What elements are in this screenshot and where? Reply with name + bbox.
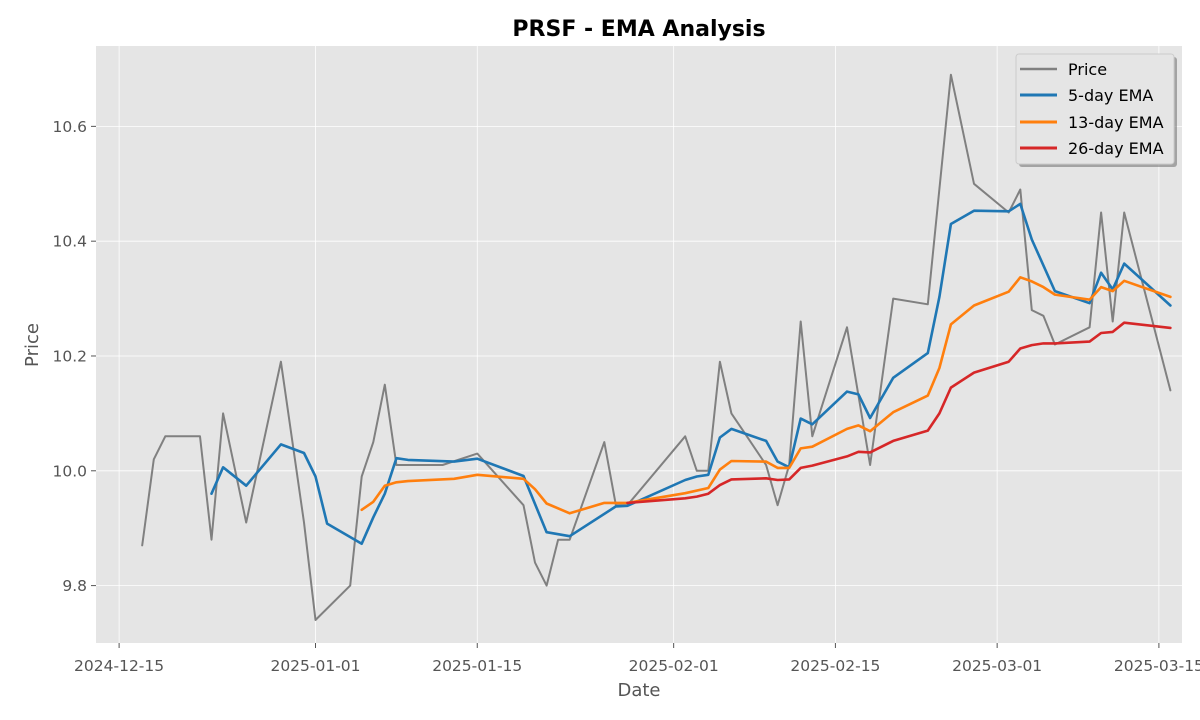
- legend-label-price: Price: [1068, 60, 1107, 79]
- x-tick-label: 2024-12-15: [74, 657, 164, 675]
- legend: Price 5-day EMA 13-day EMA 26-day EMA: [1015, 53, 1177, 167]
- ema-13-line: [360, 275, 1172, 515]
- legend-box: [1015, 53, 1175, 165]
- y-axis-ticks: 9.8 10.0 10.2 10.4 10.6: [52, 118, 96, 595]
- chart-title: PRSF - EMA Analysis: [512, 17, 765, 42]
- y-axis-label: Price: [22, 323, 43, 367]
- x-tick-label: 2025-01-15: [432, 657, 522, 675]
- ema-26-line: [626, 321, 1172, 505]
- legend-label-ema13: 13-day EMA: [1068, 113, 1164, 132]
- series-lines: [141, 73, 1172, 621]
- x-axis-ticks: 2024-12-15 2025-01-01 2025-01-15 2025-02-01…: [74, 643, 1200, 675]
- plot-area: [96, 46, 1182, 643]
- y-tick-label: 10.6: [52, 118, 87, 136]
- y-tick-label: 10.2: [52, 347, 87, 365]
- legend-label-ema5: 5-day EMA: [1068, 86, 1153, 105]
- x-axis-label: Date: [617, 680, 660, 701]
- x-tick-label: 2025-02-15: [790, 657, 880, 675]
- grid-lines: [96, 46, 1182, 643]
- x-tick-label: 2025-03-15: [1114, 657, 1200, 675]
- x-tick-label: 2025-03-01: [952, 657, 1042, 675]
- y-tick-label: 10.4: [52, 233, 87, 251]
- ema-5-line: [210, 202, 1172, 546]
- legend-label-ema26: 26-day EMA: [1068, 139, 1164, 158]
- x-tick-label: 2025-02-01: [629, 657, 719, 675]
- price-line: [141, 73, 1172, 621]
- y-tick-label: 9.8: [62, 577, 87, 595]
- y-tick-label: 10.0: [52, 462, 87, 480]
- x-tick-label: 2025-01-01: [270, 657, 360, 675]
